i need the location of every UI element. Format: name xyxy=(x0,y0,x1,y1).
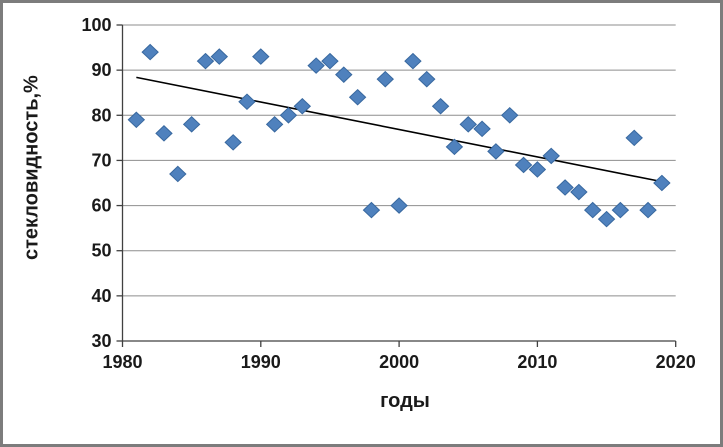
data-point xyxy=(238,93,256,111)
scatter-plot-canvas: 30 40 50 60 70 80 90 100 1980 1990 2000 2010 2020 xyxy=(81,15,696,372)
data-point xyxy=(583,201,602,219)
data-point xyxy=(487,143,505,160)
scatter-chart: 30 40 50 60 70 80 90 100 1980 1990 2000 2010 2020 ст… xyxy=(3,3,720,444)
data-point xyxy=(418,70,436,88)
data-point xyxy=(556,179,574,196)
data-point xyxy=(653,174,671,192)
data-point xyxy=(196,52,215,70)
data-point xyxy=(210,48,229,65)
y-tick-label: 70 xyxy=(91,150,111,170)
data-point xyxy=(473,120,491,138)
data-point xyxy=(265,116,284,133)
x-tick-label: 2000 xyxy=(379,352,419,372)
y-tick-label: 60 xyxy=(91,196,111,216)
data-point xyxy=(335,66,353,83)
data-point xyxy=(252,48,270,65)
data-point xyxy=(307,57,325,74)
data-point xyxy=(431,97,450,115)
data-point xyxy=(625,129,643,147)
y-tick-label: 80 xyxy=(91,105,111,125)
data-point xyxy=(390,197,408,214)
x-tick-label: 2010 xyxy=(517,352,557,372)
x-tick-label: 1990 xyxy=(241,352,281,372)
data-point xyxy=(321,52,339,70)
data-point xyxy=(279,106,298,124)
data-point xyxy=(404,52,422,70)
data-point xyxy=(293,97,312,115)
y-axis-title: стекловидность,% xyxy=(20,75,43,260)
x-tick-label: 2020 xyxy=(656,352,696,372)
data-point xyxy=(459,116,477,133)
data-point xyxy=(514,156,533,174)
y-tick-label: 50 xyxy=(91,241,111,261)
data-point xyxy=(376,70,394,88)
data-point xyxy=(348,88,367,106)
y-tick-label: 90 xyxy=(91,60,111,80)
data-point xyxy=(141,43,159,61)
data-point xyxy=(127,111,146,129)
y-tick-label: 100 xyxy=(81,15,111,35)
data-point xyxy=(155,125,173,142)
data-point xyxy=(169,165,187,183)
data-point xyxy=(445,138,464,156)
data-point xyxy=(611,201,630,219)
y-tick-label: 30 xyxy=(91,331,111,351)
data-point xyxy=(182,116,201,133)
data-point xyxy=(501,106,519,124)
data-point xyxy=(542,147,560,165)
data-point xyxy=(570,183,588,201)
data-point xyxy=(597,210,616,228)
data-point xyxy=(639,201,657,219)
x-axis-title: годы xyxy=(380,390,430,412)
y-tick-label: 40 xyxy=(91,286,111,306)
data-point xyxy=(528,161,547,178)
x-tick-label: 1980 xyxy=(102,352,142,372)
trend-line xyxy=(136,76,663,183)
data-point xyxy=(224,134,242,151)
data-point xyxy=(362,201,381,219)
